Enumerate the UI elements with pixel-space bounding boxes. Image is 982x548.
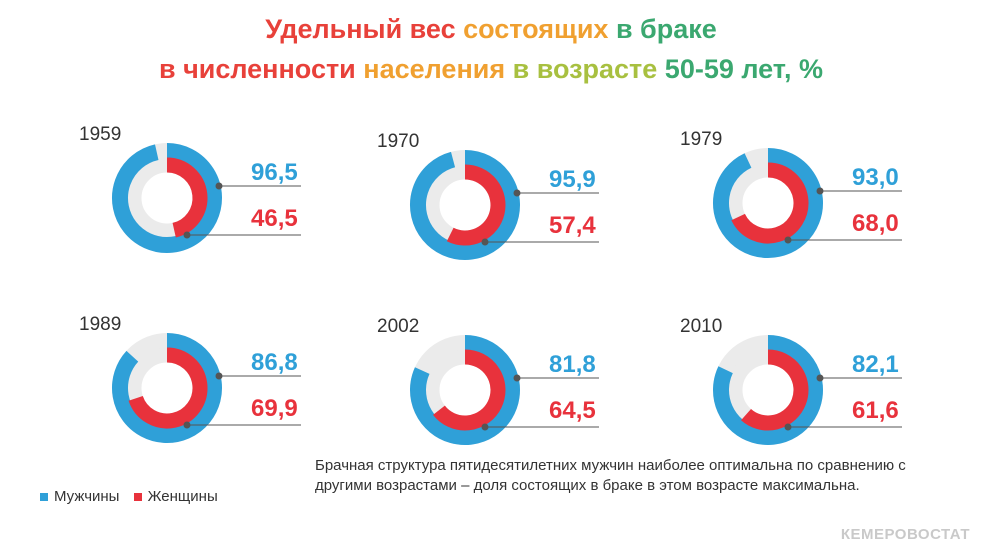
value-label-women-1970: 57,4: [549, 212, 596, 239]
leader-dot-women: [183, 231, 191, 239]
value-label-men-1979: 93,0: [852, 164, 899, 191]
legend: Мужчины Женщины: [40, 488, 228, 505]
title-segment: Удельный вес: [265, 14, 464, 44]
title-segment: населения: [363, 54, 513, 84]
year-label-1979: 1979: [680, 129, 722, 150]
donut-arc-men-1989: [112, 333, 222, 443]
title-segment: в браке: [615, 14, 717, 44]
donut-arc-women-1970: [446, 164, 506, 246]
donut-arc-men-1970: [410, 150, 520, 260]
legend-swatch-women: [133, 493, 142, 502]
leader-dot-men: [816, 187, 824, 195]
donut-arc-men-1959: [112, 143, 222, 253]
year-label-1959: 1959: [79, 124, 121, 145]
value-label-women-2002: 64,5: [549, 397, 596, 424]
watermark: КЕМЕРОВОСТАТ: [840, 526, 970, 543]
leader-dot-women: [481, 238, 489, 246]
donut-arc-women-2002: [433, 349, 506, 431]
legend-label-men: Мужчины: [54, 488, 120, 505]
legend-item-women: Женщины: [133, 488, 218, 505]
title-segment: 50-59 лет, %: [664, 54, 824, 84]
donut-arc-women-1989: [128, 347, 208, 429]
year-label-2002: 2002: [377, 316, 419, 337]
legend-swatch-men: [40, 493, 48, 502]
year-label-1989: 1989: [79, 314, 121, 335]
value-label-women-2010: 61,6: [852, 397, 899, 424]
donut-arc-men-2010: [713, 335, 823, 445]
leader-dot-women: [183, 421, 191, 429]
leader-dot-men: [215, 182, 223, 190]
leader-dot-women: [481, 423, 489, 431]
leader-dot-women: [784, 423, 792, 431]
leader-dot-men: [513, 189, 521, 197]
leader-dot-men: [215, 372, 223, 380]
chart-title-line-1: Удельный вес состоящих в браке: [0, 14, 982, 45]
value-label-men-1989: 86,8: [251, 349, 298, 376]
title-segment: в возрасте: [512, 54, 665, 84]
leader-dot-women: [784, 236, 792, 244]
donut-arc-women-1979: [731, 162, 809, 244]
legend-label-women: Женщины: [147, 488, 218, 505]
title-segment: состоящих: [463, 14, 616, 44]
donut-arc-women-2010: [741, 349, 809, 431]
value-label-men-1959: 96,5: [251, 159, 298, 186]
leader-dot-men: [513, 374, 521, 382]
chart-title-line-2: в численности населения в возрасте 50-59…: [0, 54, 982, 85]
title-segment: в численности: [158, 54, 364, 84]
value-label-women-1959: 46,5: [251, 205, 298, 232]
value-label-men-1970: 95,9: [549, 166, 596, 193]
value-label-women-1989: 69,9: [251, 395, 298, 422]
value-label-women-1979: 68,0: [852, 210, 899, 237]
value-label-men-2002: 81,8: [549, 351, 596, 378]
leader-dot-men: [816, 374, 824, 382]
value-label-men-2010: 82,1: [852, 351, 899, 378]
legend-item-men: Мужчины: [40, 488, 119, 505]
annotation-note: Брачная структура пятидесятилетних мужчи…: [315, 457, 906, 494]
donut-arc-men-2002: [410, 335, 520, 445]
year-label-1970: 1970: [377, 131, 419, 152]
year-label-2010: 2010: [680, 316, 722, 337]
donut-arc-women-1959: [166, 157, 208, 238]
donut-arc-men-1979: [713, 148, 823, 258]
